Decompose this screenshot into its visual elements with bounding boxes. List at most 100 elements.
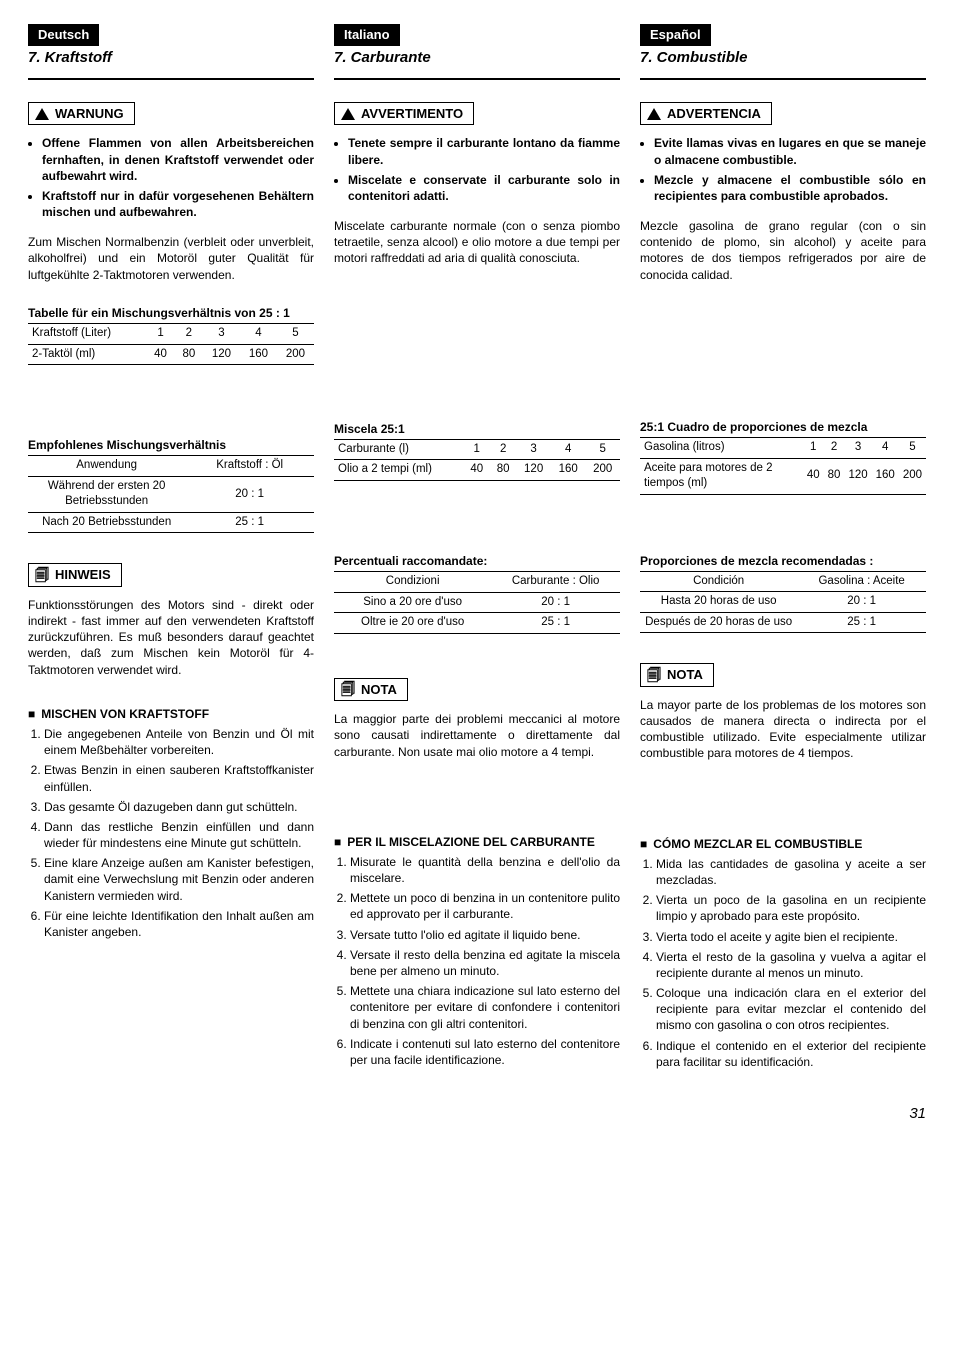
lang-label-es: Español: [640, 24, 711, 46]
mix-table-es: Gasolina (litros) 1 2 3 4 5 Aceite para …: [640, 437, 926, 495]
note-label: HINWEIS: [55, 566, 111, 584]
cell: 2-Taktöl (ml): [28, 344, 146, 365]
cell: 80: [490, 460, 516, 481]
cell: Olio a 2 tempi (ml): [334, 460, 464, 481]
mix-subhead-de: ■ MISCHEN VON KRAFTSTOFF: [28, 706, 314, 722]
mix-table-title-it: Miscela 25:1: [334, 421, 620, 437]
note-label: NOTA: [667, 666, 703, 684]
table-row: Aceite para motores de 2 tiempos (ml) 40…: [640, 458, 926, 494]
warning-label: ADVERTENCIA: [667, 105, 761, 123]
table-row: Oltre ie 20 ore d'uso 25 : 1: [334, 613, 620, 634]
cell: Gasolina (litros): [640, 438, 803, 459]
mix-table-de: Kraftstoff (Liter) 1 2 3 4 5 2-Taktöl (m…: [28, 323, 314, 365]
cell: 160: [551, 460, 586, 481]
cell: Nach 20 Betriebsstunden: [28, 512, 185, 533]
note-box-it: 🗐 NOTA: [334, 678, 408, 702]
step-item: Vierta un poco de la gasolina en un reci…: [656, 892, 926, 924]
cell: Während der ersten 20 Betriebsstunden: [28, 476, 185, 512]
square-bullet-icon: ■: [640, 836, 647, 852]
step-item: Die angegebenen Anteile von Benzin und Ö…: [44, 726, 314, 758]
cell: Condición: [640, 571, 797, 592]
table-row: Gasolina (litros) 1 2 3 4 5: [640, 438, 926, 459]
table-row: Carburante (l) 1 2 3 4 5: [334, 439, 620, 460]
note-box-de: 🗐 HINWEIS: [28, 563, 122, 587]
warning-icon: [35, 108, 49, 120]
warning-icon: [341, 108, 355, 120]
warning-item: Evite llamas vivas en lugares en que se …: [654, 135, 926, 167]
cell: Anwendung: [28, 456, 185, 477]
cell: 5: [277, 324, 314, 345]
note-icon: 🗐: [647, 668, 661, 682]
cell: 25 : 1: [491, 613, 620, 634]
intro-para-es: Mezcle gasolina de grano regular (con o …: [640, 218, 926, 283]
step-item: Vierta el resto de la gasolina y vuelva …: [656, 949, 926, 981]
table-row: Condición Gasolina : Aceite: [640, 571, 926, 592]
cell: Carburante : Olio: [491, 572, 620, 593]
cell: 4: [551, 439, 586, 460]
cell: Kraftstoff : Öl: [185, 456, 314, 477]
ratio-table-title-de: Empfohlenes Mischungsverhältnis: [28, 437, 314, 453]
step-item: Misurate le quantità della benzina e del…: [350, 854, 620, 886]
section-bar: [640, 78, 926, 80]
step-item: Vierta todo el aceite y agite bien el re…: [656, 929, 926, 945]
steps-it: Misurate le quantità della benzina e del…: [334, 854, 620, 1068]
note-para-es: La mayor parte de los problemas de los m…: [640, 697, 926, 762]
cell: 4: [872, 438, 899, 459]
ratio-table-it: Condizioni Carburante : Olio Sino a 20 o…: [334, 571, 620, 634]
cell: 1: [464, 439, 490, 460]
warning-list-it: Tenete sempre il carburante lontano da f…: [334, 135, 620, 204]
table-row: Kraftstoff (Liter) 1 2 3 4 5: [28, 324, 314, 345]
intro-para-it: Miscelate carburante normale (con o senz…: [334, 218, 620, 267]
cell: 1: [803, 438, 824, 459]
warning-item: Miscelate e conservate il carburante sol…: [348, 172, 620, 204]
warning-box-de: WARNUNG: [28, 102, 135, 126]
page-columns: Deutsch 7. Kraftstoff WARNUNG Offene Fla…: [28, 24, 926, 1074]
cell: 2: [824, 438, 845, 459]
table-row: Sino a 20 ore d'uso 20 : 1: [334, 592, 620, 613]
square-bullet-icon: ■: [334, 834, 341, 850]
step-item: Indicate i contenuti sul lato esterno de…: [350, 1036, 620, 1068]
cell: 4: [240, 324, 277, 345]
cell: Carburante (l): [334, 439, 464, 460]
col-it: Italiano 7. Carburante AVVERTIMENTO Tene…: [334, 24, 620, 1074]
steps-de: Die angegebenen Anteile von Benzin und Ö…: [28, 726, 314, 940]
table-row: Después de 20 horas de uso 25 : 1: [640, 612, 926, 633]
section-title-de: 7. Kraftstoff: [28, 48, 314, 68]
cell: 120: [516, 460, 551, 481]
cell: 160: [240, 344, 277, 365]
warning-list-de: Offene Flammen von allen Arbeitsbereiche…: [28, 135, 314, 220]
cell: Oltre ie 20 ore d'uso: [334, 613, 491, 634]
step-item: Etwas Benzin in einen sauberen Kraftstof…: [44, 762, 314, 794]
cell: 120: [203, 344, 240, 365]
cell: 20 : 1: [797, 592, 926, 613]
cell: 20 : 1: [185, 476, 314, 512]
mix-subhead-it: ■ PER IL MISCELAZIONE DEL CARBURANTE: [334, 834, 620, 850]
mix-table-title-es: 25:1 Cuadro de proporciones de mezcla: [640, 419, 926, 435]
section-title-it: 7. Carburante: [334, 48, 620, 68]
step-item: Indique el contenido en el exterior del …: [656, 1038, 926, 1070]
warning-list-es: Evite llamas vivas en lugares en que se …: [640, 135, 926, 204]
table-row: Während der ersten 20 Betriebsstunden 20…: [28, 476, 314, 512]
cell: Hasta 20 horas de uso: [640, 592, 797, 613]
warning-box-es: ADVERTENCIA: [640, 102, 772, 126]
note-icon: 🗐: [341, 682, 355, 696]
table-row: 2-Taktöl (ml) 40 80 120 160 200: [28, 344, 314, 365]
cell: 25 : 1: [185, 512, 314, 533]
step-item: Das gesamte Öl dazugeben dann gut schütt…: [44, 799, 314, 815]
table-row: Nach 20 Betriebsstunden 25 : 1: [28, 512, 314, 533]
cell: 200: [899, 458, 926, 494]
cell: 3: [844, 438, 871, 459]
step-item: Coloque una indicación clara en el exter…: [656, 985, 926, 1034]
cell: Condizioni: [334, 572, 491, 593]
table-row: Anwendung Kraftstoff : Öl: [28, 456, 314, 477]
cell: 2: [175, 324, 203, 345]
warning-box-it: AVVERTIMENTO: [334, 102, 474, 126]
step-item: Versate il resto della benzina ed agitat…: [350, 947, 620, 979]
cell: 2: [490, 439, 516, 460]
warning-item: Tenete sempre il carburante lontano da f…: [348, 135, 620, 167]
cell: 20 : 1: [491, 592, 620, 613]
cell: 120: [844, 458, 871, 494]
step-item: Mettete una chiara indicazione sul lato …: [350, 983, 620, 1032]
mix-subhead-es: ■ CÓMO MEZCLAR EL COMBUSTIBLE: [640, 836, 926, 852]
warning-label: AVVERTIMENTO: [361, 105, 463, 123]
